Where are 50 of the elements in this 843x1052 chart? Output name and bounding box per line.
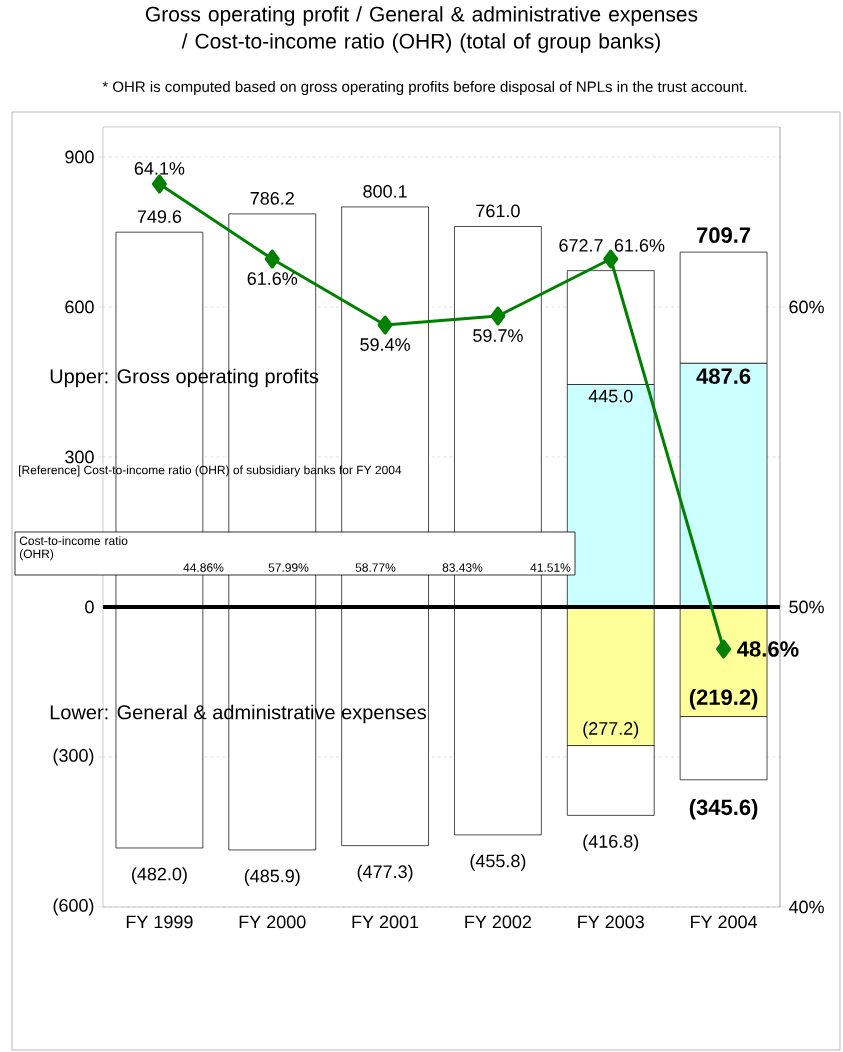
annotation: (485.9) <box>244 869 300 886</box>
annotation: (482.0) <box>132 867 187 884</box>
annotation: 800.1 <box>363 185 407 198</box>
annotation: 58.77% <box>355 563 396 572</box>
annotation: 672.7 <box>559 239 603 252</box>
data-label: 61.6% <box>247 272 298 285</box>
annotation: (416.8) <box>583 834 639 852</box>
annotation: (277.2) <box>583 721 639 739</box>
annotation: 487.6 <box>696 368 751 384</box>
y-tick-label: 900 <box>65 150 94 164</box>
annotation: 786.2 <box>250 191 294 205</box>
annotation: 445.0 <box>588 389 633 403</box>
annotation: 709.7 <box>697 227 751 243</box>
data-label: 48.6% <box>737 641 799 657</box>
data-label: 64.1% <box>134 162 185 175</box>
y-tick-label: (300) <box>53 748 94 766</box>
y-tick-label: (600) <box>53 898 94 916</box>
y-tick-label: 0 <box>85 600 94 614</box>
point <box>264 249 280 269</box>
annotation: 761.0 <box>476 204 520 218</box>
point <box>490 306 506 326</box>
chart-title: Gross operating profit / General & administrative expenses / Cost-to-income ratio (OHR) (total of group banks) <box>145 6 698 53</box>
x-tick-label: FY 2003 <box>578 915 644 929</box>
y-tick-label: 300 <box>65 450 94 464</box>
y2-tick-label: 40% <box>788 900 824 914</box>
annotation: (345.6) <box>689 798 758 820</box>
annotation: (455.8) <box>470 854 526 871</box>
point <box>151 174 167 194</box>
x-tick-label: FY 2004 <box>691 915 758 929</box>
x-tick-label: FY 2001 <box>352 915 419 929</box>
annotation: (219.2) <box>689 688 758 710</box>
data-label: 61.6% <box>614 239 665 252</box>
point <box>716 639 732 659</box>
annotation: 83.43% <box>442 563 483 572</box>
annotation: 44.86% <box>183 563 224 572</box>
data-label: 59.7% <box>473 329 523 342</box>
y-tick-label: 600 <box>65 300 94 314</box>
x-tick-label: FY 2000 <box>239 915 306 929</box>
annotation: (477.3) <box>357 864 413 882</box>
point <box>377 315 393 335</box>
annotation: 57.99% <box>268 563 309 572</box>
x-tick-label: FY 2002 <box>465 915 532 929</box>
data-label: 59.4% <box>360 338 410 351</box>
x-tick-label: FY 1999 <box>126 915 193 929</box>
chart-subtitle: * OHR is computed based on gross operating profits before disposal of NPLs in the trust account. <box>102 81 747 95</box>
y2-tick-label: 60% <box>789 300 824 314</box>
annotation: Cost-to-income ratio (OHR) <box>19 536 128 561</box>
annotation: 749.6 <box>137 210 182 223</box>
y2-tick-label: 50% <box>789 600 824 614</box>
annotation: 41.51% <box>530 563 571 572</box>
